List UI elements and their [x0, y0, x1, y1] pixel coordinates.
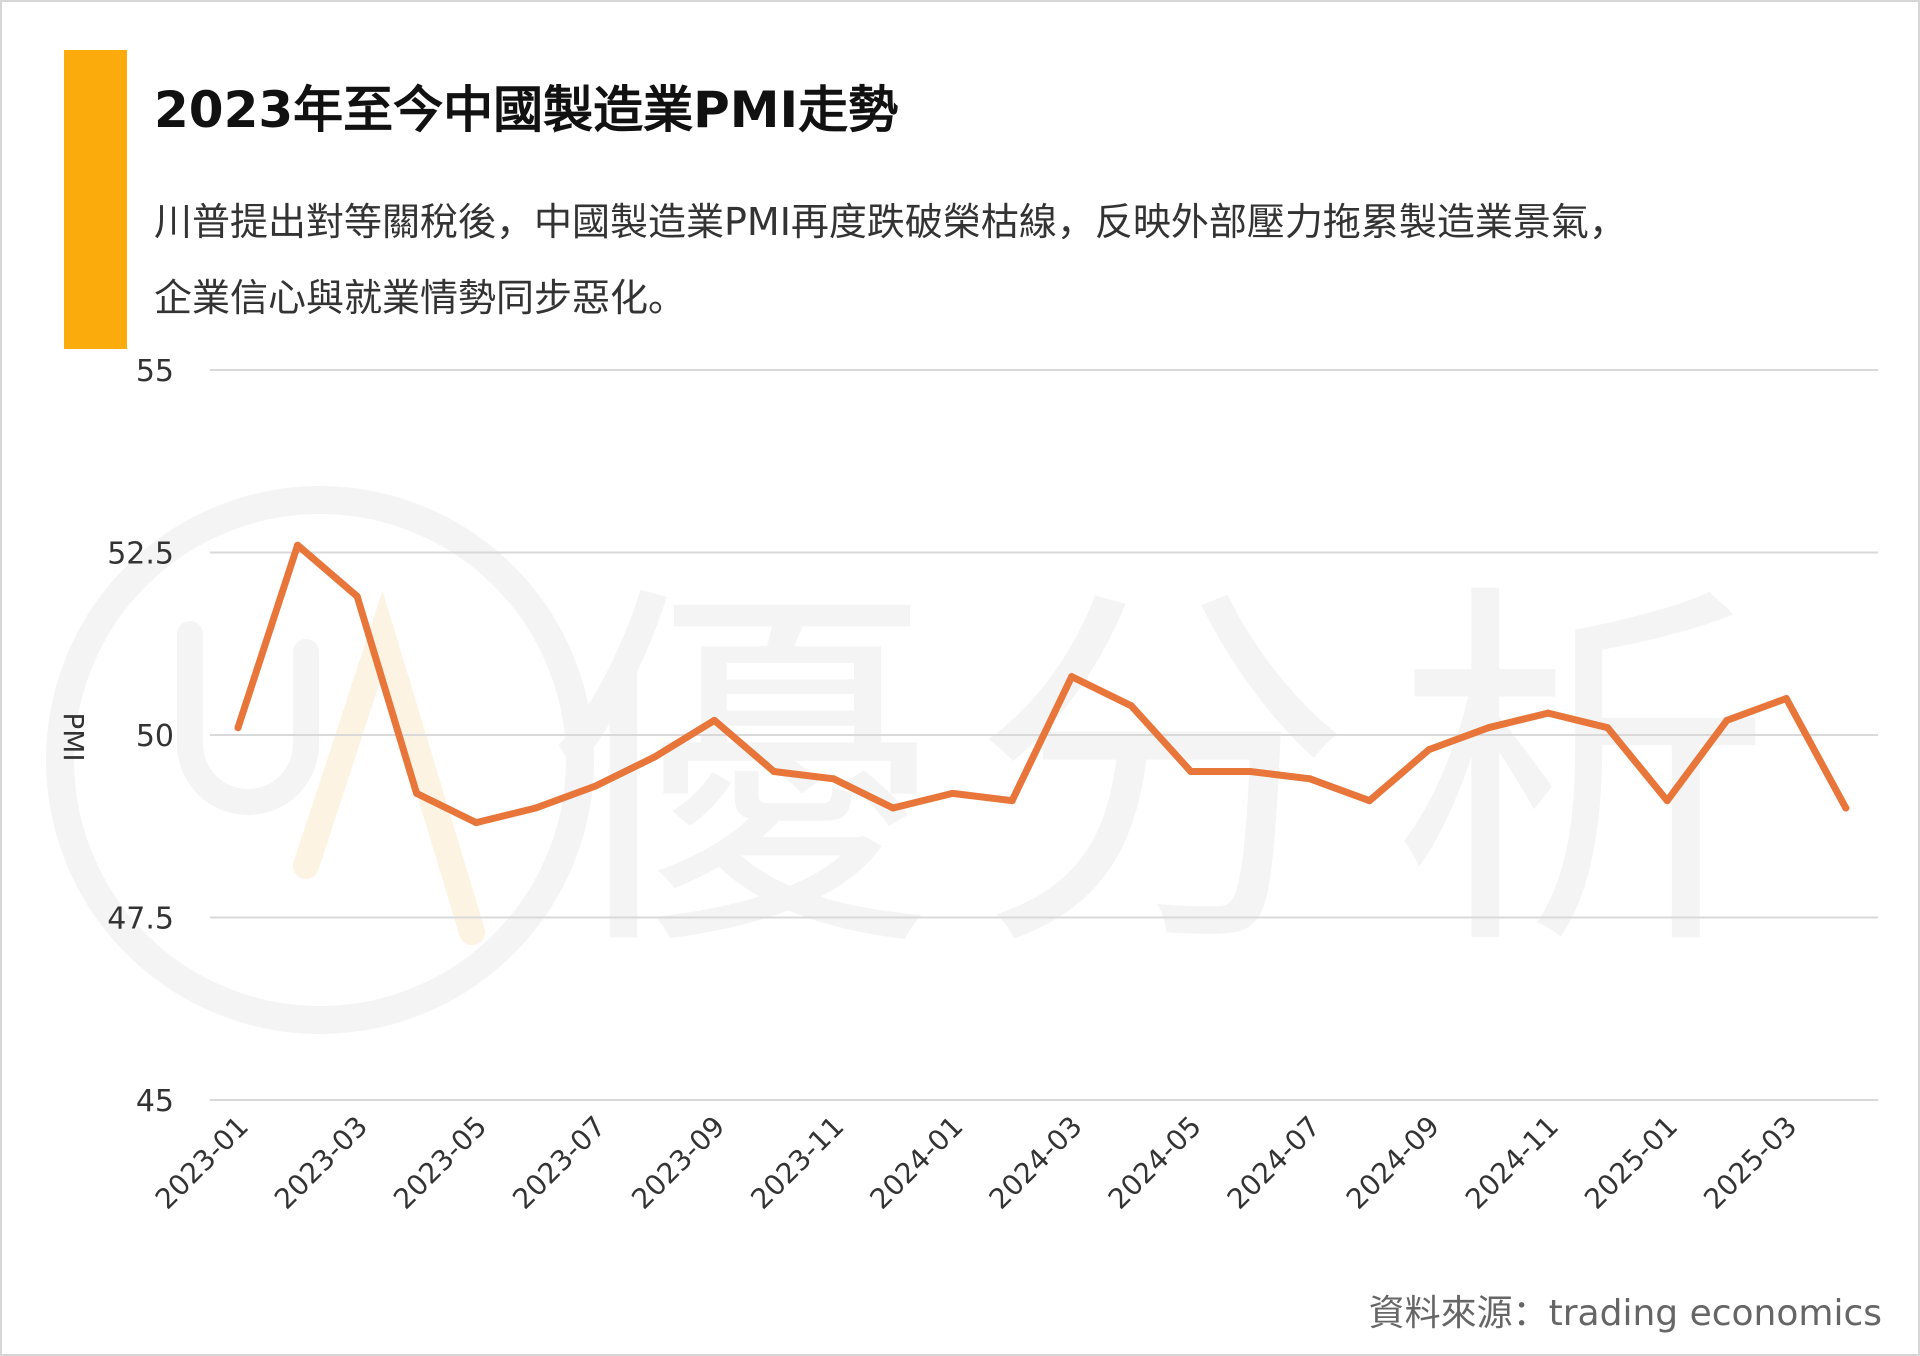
- x-tick-label: 2025-01: [1578, 1110, 1684, 1216]
- data-point: [830, 775, 837, 783]
- source-note: 資料來源：trading economics: [1368, 1293, 1882, 1334]
- x-tick-label: 2023-11: [744, 1110, 850, 1216]
- data-point: [949, 789, 957, 797]
- data-point: [234, 724, 242, 732]
- y-tick-label: 47.5: [107, 902, 174, 937]
- x-tick-label: 2023-01: [149, 1110, 255, 1216]
- x-tick-label: 2023-07: [506, 1110, 612, 1216]
- x-tick-label: 2023-09: [625, 1110, 731, 1216]
- x-tick-label: 2024-09: [1340, 1110, 1446, 1216]
- x-axis-ticks: 2023-01 2023-03 2023-05 2023-07 2023-09 2023-…: [149, 1110, 1803, 1216]
- data-point: [591, 782, 599, 790]
- data-point: [1425, 746, 1433, 754]
- y-axis-ticks: 45 47.5 50 52.5 55: [107, 354, 174, 1119]
- chart-title: 2023年至今中國製造業PMI走勢: [154, 81, 899, 139]
- series-layer: [234, 541, 1850, 827]
- x-tick-label: 2024-05: [1102, 1110, 1208, 1216]
- data-point: [770, 768, 778, 775]
- y-tick-label: 55: [136, 354, 174, 389]
- data-point: [1604, 724, 1612, 732]
- x-tick-label: 2023-05: [387, 1110, 493, 1216]
- data-point: [1127, 702, 1135, 710]
- y-axis-label: PMI: [57, 712, 90, 761]
- x-tick-label: 2024-03: [983, 1110, 1089, 1216]
- watermark-text: 優分析: [552, 554, 1812, 997]
- x-tick-label: 2024-07: [1221, 1110, 1327, 1216]
- data-point: [472, 819, 480, 827]
- x-tick-label: 2025-03: [1697, 1110, 1803, 1216]
- data-point: [1842, 804, 1850, 812]
- data-point: [413, 789, 421, 797]
- data-point: [1782, 695, 1790, 702]
- data-point: [1306, 775, 1314, 783]
- y-tick-label: 50: [136, 719, 174, 754]
- data-point: [532, 804, 540, 812]
- data-point: [1663, 797, 1671, 805]
- watermark-logo: [46, 486, 594, 1034]
- data-point: [1246, 768, 1254, 775]
- chart-subtitle: 川普提出對等關稅後，中國製造業PMI再度跌破榮枯線，反映外部壓力拖累製造業景氣，…: [154, 184, 1874, 336]
- series-line: [234, 541, 1850, 827]
- data-point: [1544, 709, 1552, 717]
- grid-lines: [210, 369, 1878, 1101]
- data-point: [651, 753, 659, 761]
- title-accent-bar: [64, 50, 127, 349]
- data-point: [889, 804, 897, 812]
- data-point: [1365, 797, 1373, 805]
- data-point: [1008, 797, 1016, 805]
- data-point: [1485, 724, 1493, 732]
- y-tick-label: 45: [136, 1084, 174, 1119]
- data-point: [294, 541, 302, 549]
- x-tick-label: 2023-03: [268, 1110, 374, 1216]
- x-tick-label: 2024-11: [1459, 1110, 1565, 1216]
- data-point: [1723, 716, 1731, 724]
- y-tick-label: 52.5: [107, 537, 174, 572]
- subtitle-line-1: 川普提出對等關稅後，中國製造業PMI再度跌破榮枯線，反映外部壓力拖累製造業景氣，: [154, 200, 1627, 244]
- data-point: [710, 716, 718, 724]
- data-point: [1187, 768, 1195, 775]
- data-point: [353, 592, 361, 600]
- data-point: [1068, 673, 1076, 681]
- x-tick-label: 2024-01: [863, 1110, 969, 1216]
- subtitle-line-2: 企業信心與就業情勢同步惡化。: [154, 276, 687, 320]
